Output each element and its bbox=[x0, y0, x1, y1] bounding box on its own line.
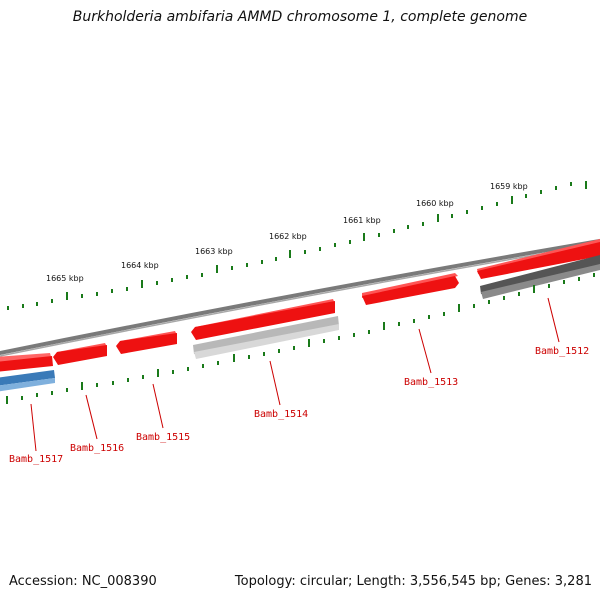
tick-label: 1663 kbp bbox=[195, 247, 233, 256]
tick-label: 1661 kbp bbox=[343, 216, 381, 225]
tick-label: 1664 kbp bbox=[121, 261, 159, 270]
kbp-labels: 1665 kbp 1664 kbp 1663 kbp 1662 kbp 1661… bbox=[46, 182, 528, 283]
gene-label[interactable]: Bamb_1517 bbox=[9, 454, 63, 465]
map-title: Burkholderia ambifaria AMMD chromosome 1… bbox=[72, 9, 528, 25]
tick-label: 1660 kbp bbox=[416, 199, 454, 208]
cds-arrow-bamb-1514[interactable] bbox=[191, 299, 335, 340]
gene-labels: Bamb_1517 Bamb_1516 Bamb_1515 Bamb_1514 … bbox=[9, 346, 589, 465]
cds-arrow-bamb-1512[interactable] bbox=[477, 239, 600, 279]
gene-label[interactable]: Bamb_1512 bbox=[535, 346, 589, 357]
gene-label[interactable]: Bamb_1513 bbox=[404, 377, 458, 388]
gene-label[interactable]: Bamb_1515 bbox=[136, 432, 190, 443]
reverse-strand-features bbox=[0, 255, 600, 392]
gene-label[interactable]: Bamb_1514 bbox=[254, 409, 308, 420]
cds-arrow-bamb-1517[interactable] bbox=[0, 353, 53, 372]
genome-stats-text: Topology: circular; Length: 3,556,545 bp… bbox=[234, 574, 592, 589]
cds-arrow-bamb-1516[interactable] bbox=[53, 343, 107, 365]
dark-gray-feature[interactable] bbox=[480, 255, 600, 299]
leader-lines bbox=[30, 297, 560, 452]
blue-feature[interactable] bbox=[0, 370, 55, 392]
cds-arrow-bamb-1515[interactable] bbox=[116, 331, 177, 354]
tick-label: 1662 kbp bbox=[269, 232, 307, 241]
accession-text: Accession: NC_008390 bbox=[9, 574, 157, 589]
backbone bbox=[0, 238, 600, 357]
forward-strand-features bbox=[0, 239, 600, 372]
tick-label: 1659 kbp bbox=[490, 182, 528, 191]
light-gray-feature[interactable] bbox=[193, 316, 339, 359]
tick-label: 1665 kbp bbox=[46, 274, 84, 283]
gene-label[interactable]: Bamb_1516 bbox=[70, 443, 124, 454]
cds-arrow-bamb-1513[interactable] bbox=[362, 273, 459, 305]
outer-tick-ring bbox=[7, 181, 587, 310]
inner-tick-ring bbox=[6, 273, 595, 404]
